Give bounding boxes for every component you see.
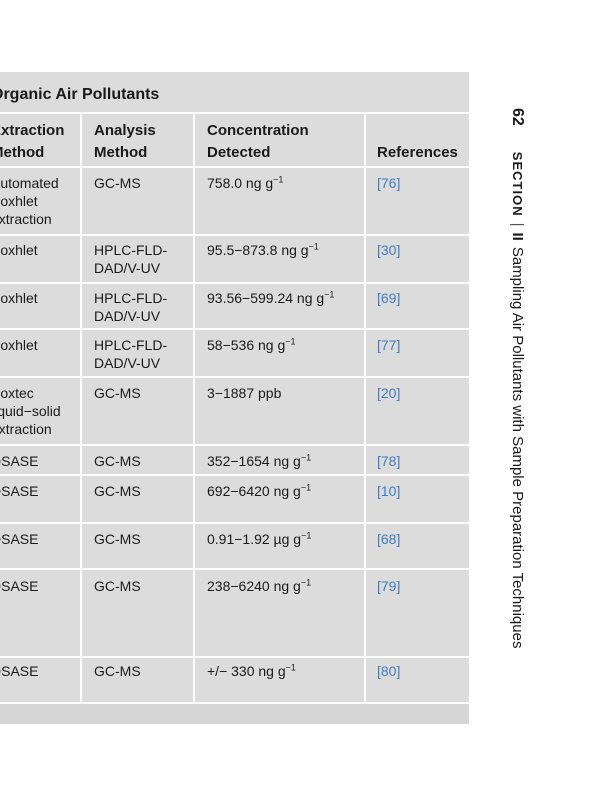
reference-link[interactable]: [80] (377, 663, 401, 679)
cell-extraction: Soxtec liquid−solid extraction (0, 385, 61, 437)
reference-link[interactable]: [69] (377, 290, 401, 306)
cell-extraction: DSASE (0, 663, 39, 679)
cell-analysis: HPLC-FLD- DAD/V-UV (94, 337, 168, 371)
row-divider (0, 328, 469, 330)
cell-concentration: 95.5−873.8 ng g−1 (207, 241, 319, 258)
header-extraction-method: Extraction Method (0, 122, 65, 161)
cell-analysis: HPLC-FLD- DAD/V-UV (94, 242, 168, 276)
reference-link[interactable]: [77] (377, 337, 401, 353)
row-divider (0, 234, 469, 236)
cell-extraction: DSASE (0, 531, 39, 547)
cell-extraction: Soxhlet (0, 242, 38, 258)
cell-analysis: GC-MS (94, 483, 141, 499)
section-title: Sampling Air Pollutants with Sample Prep… (509, 246, 526, 649)
row-divider (0, 568, 469, 570)
section-number: II (509, 232, 526, 241)
cell-analysis: GC-MS (94, 175, 141, 191)
row-divider (0, 522, 469, 524)
cell-concentration: 3−1887 ppb (207, 385, 282, 401)
header-references: References (377, 144, 458, 161)
reference-link[interactable]: [68] (377, 531, 401, 547)
reference-link[interactable]: [76] (377, 175, 401, 191)
cell-concentration: 238−6240 ng g−1 (207, 577, 312, 594)
column-divider (364, 114, 366, 703)
header-analysis-method: Analysis Method (94, 122, 156, 161)
row-divider (0, 474, 469, 476)
cell-extraction: DSASE (0, 483, 39, 499)
separator-bar: | (509, 222, 526, 227)
table-title: Organic Air Pollutants (0, 86, 160, 103)
cell-extraction: DSASE (0, 453, 39, 469)
cell-concentration: 58−536 ng g−1 (207, 336, 296, 353)
reference-link[interactable]: [20] (377, 385, 401, 401)
cell-extraction: Soxhlet (0, 337, 38, 353)
cell-extraction: Soxhlet (0, 290, 38, 306)
row-divider (0, 702, 469, 704)
cell-analysis: GC-MS (94, 453, 141, 469)
cell-concentration: 758.0 ng g−1 (207, 174, 284, 191)
row-divider (0, 282, 469, 284)
cell-concentration: 692−6420 ng g−1 (207, 482, 312, 499)
row-divider (0, 376, 469, 378)
data-table: Organic Air Pollutants Extraction Method… (0, 72, 469, 724)
cell-analysis: GC-MS (94, 385, 141, 401)
cell-analysis: GC-MS (94, 578, 141, 594)
cell-extraction: Automated Soxhlet extraction (0, 175, 59, 227)
reference-link[interactable]: [10] (377, 483, 401, 499)
page-number: 62 (509, 108, 526, 126)
row-divider (0, 444, 469, 446)
cell-extraction: DSASE (0, 578, 39, 594)
reference-link[interactable]: [78] (377, 453, 401, 469)
running-head: 62 SECTION | II Sampling Air Pollutants with… (508, 108, 526, 648)
section-label: SECTION (510, 151, 525, 217)
column-divider (80, 114, 82, 703)
cell-analysis: GC-MS (94, 531, 141, 547)
cell-analysis: HPLC-FLD- DAD/V-UV (94, 290, 168, 324)
column-divider (193, 114, 195, 703)
cell-analysis: GC-MS (94, 663, 141, 679)
header-concentration-detected: Concentration Detected (207, 122, 309, 161)
row-divider (0, 656, 469, 658)
cell-concentration: 0.91−1.92 µg g−1 (207, 530, 312, 547)
reference-link[interactable]: [30] (377, 242, 401, 258)
table-footer-strip (0, 704, 469, 724)
cell-concentration: 352−1654 ng g−1 (207, 452, 312, 469)
row-divider (0, 166, 469, 168)
cell-concentration: +/− 330 ng g−1 (207, 662, 296, 679)
reference-link[interactable]: [79] (377, 578, 401, 594)
cell-concentration: 93.56−599.24 ng g−1 (207, 289, 335, 306)
title-rule (0, 112, 469, 114)
